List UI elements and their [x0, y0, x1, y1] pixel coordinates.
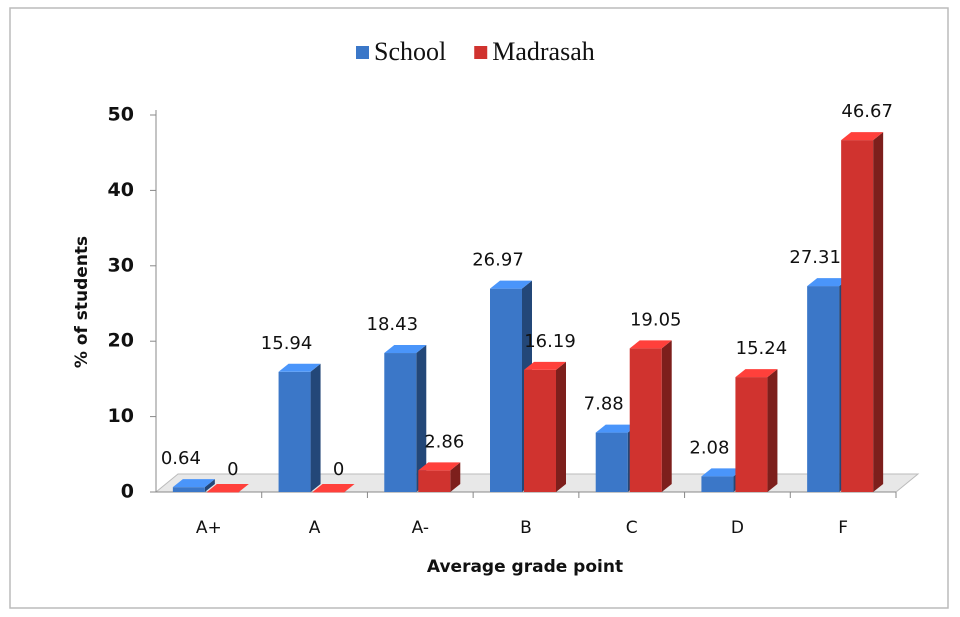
bar-front — [701, 476, 734, 492]
bar-front — [206, 492, 239, 493]
y-tick-label: 20 — [108, 330, 134, 352]
value-label: 26.97 — [472, 250, 524, 271]
bar — [841, 132, 884, 492]
bar-top — [312, 484, 355, 492]
value-label: 15.24 — [736, 338, 788, 359]
value-label: 0.64 — [161, 448, 201, 469]
value-label: 16.19 — [524, 331, 576, 352]
value-label: 27.31 — [789, 247, 841, 268]
x-tick-label: B — [520, 518, 532, 538]
bar-top — [595, 424, 638, 433]
bar-front — [735, 377, 768, 492]
bar-top — [206, 484, 249, 492]
bar-side — [310, 363, 321, 492]
y-tick-label: 0 — [121, 481, 134, 503]
bar-front — [418, 470, 451, 492]
bar — [735, 369, 778, 492]
bar — [629, 340, 672, 492]
bar-front — [384, 353, 417, 492]
bar-front — [841, 140, 874, 492]
x-tick-label: F — [838, 518, 848, 538]
bar-front — [278, 371, 311, 492]
bar-front — [629, 348, 662, 492]
bar — [278, 363, 321, 492]
bar-side — [873, 132, 884, 492]
x-tick-label: A — [309, 518, 321, 538]
bar-front — [807, 286, 840, 492]
bar-side — [661, 340, 672, 492]
x-tick-label: A+ — [196, 518, 222, 538]
bar-side — [450, 462, 461, 492]
bar-front — [312, 492, 345, 493]
bar-side — [556, 361, 566, 492]
x-tick-label: C — [626, 518, 638, 538]
value-label: 2.08 — [689, 437, 729, 458]
bar-top — [807, 278, 850, 287]
bar-top — [629, 340, 672, 349]
bar-top — [735, 369, 778, 378]
value-label: 46.67 — [841, 101, 893, 122]
bar — [172, 479, 215, 492]
legend-label: Madrasah — [492, 37, 595, 66]
bar-top — [172, 479, 215, 488]
bar-top — [490, 280, 532, 289]
bar-side — [416, 345, 427, 492]
bar-top — [278, 363, 321, 372]
bar-side — [204, 479, 215, 492]
x-axis-label: Average grade point — [427, 557, 623, 577]
x-tick-label: D — [731, 518, 744, 538]
value-label: 15.94 — [261, 333, 313, 354]
value-label: 7.88 — [584, 394, 624, 415]
chart-frame — [9, 7, 949, 609]
bar-top — [841, 132, 884, 141]
bar-front — [595, 432, 628, 492]
bar-top — [384, 345, 427, 354]
bar — [524, 361, 566, 492]
x-tick-label: A- — [412, 518, 429, 538]
y-tick-label: 50 — [108, 104, 134, 126]
bar-top — [524, 361, 566, 370]
value-label: 19.05 — [630, 309, 682, 330]
bar — [384, 345, 427, 492]
y-tick-label: 30 — [108, 254, 134, 276]
bar-side — [767, 369, 778, 492]
y-tick-label: 40 — [108, 179, 134, 201]
bar-top — [701, 468, 744, 477]
value-label: 18.43 — [367, 314, 419, 335]
bar — [312, 484, 355, 493]
y-axis-label: % of students — [72, 236, 92, 368]
legend-swatch — [356, 46, 369, 59]
bar-top — [418, 462, 461, 471]
value-label: 2.86 — [424, 431, 464, 452]
bar-front — [524, 369, 556, 492]
y-tick-label: 10 — [108, 405, 134, 427]
value-label: 0 — [227, 459, 238, 480]
value-label: 0 — [333, 459, 344, 480]
bar — [418, 462, 461, 492]
bar-front — [172, 487, 205, 492]
legend-swatch — [474, 46, 488, 59]
bar — [206, 484, 249, 493]
legend-label: School — [374, 37, 446, 66]
bar-front — [490, 288, 522, 492]
